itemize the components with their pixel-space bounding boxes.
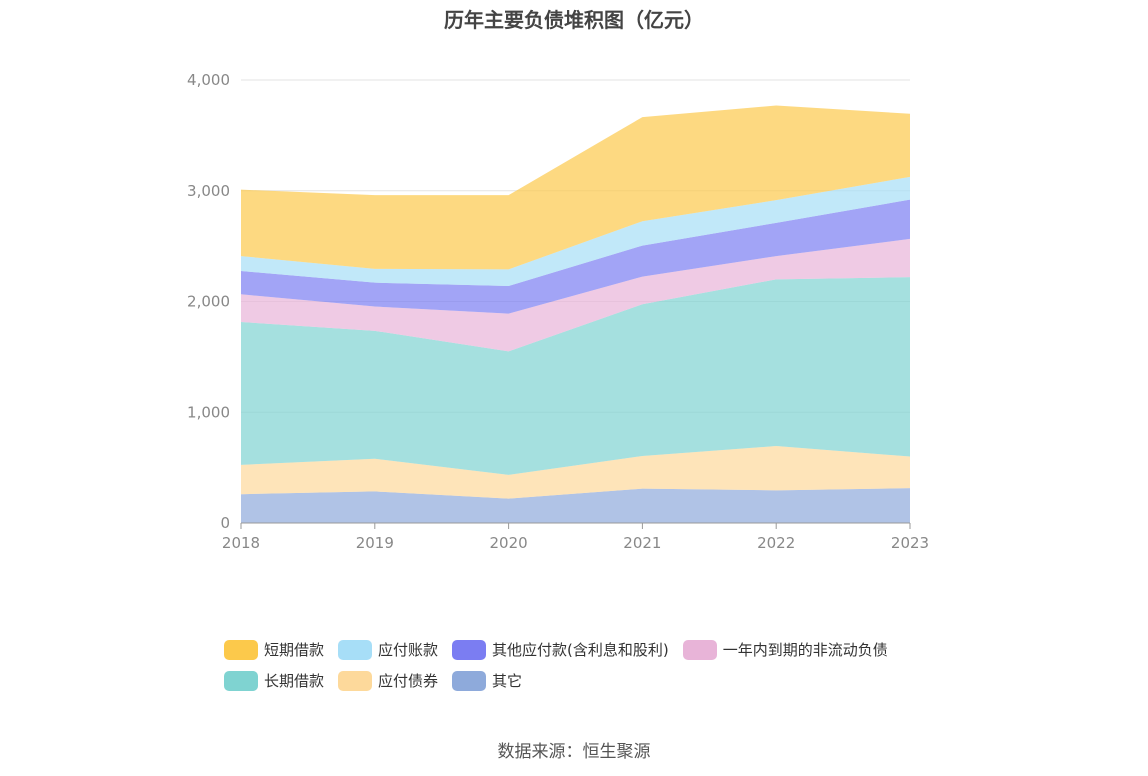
data-source: 数据来源：恒生聚源 (497, 742, 651, 762)
area-series-应付账款 (241, 176, 910, 286)
x-tick-label: 2021 (623, 534, 661, 552)
legend-label: 应付债券 (378, 672, 439, 690)
legend-label: 短期借款 (264, 641, 325, 659)
area-series (241, 105, 910, 523)
legend-label: 应付账款 (378, 641, 439, 659)
legend: 短期借款 应付账款 其他应付款(含利息和股利) 一年内到期的非流动负债长期借款 应付债券… (224, 639, 944, 701)
legend-label: 一年内到期的非流动负债 (722, 641, 888, 659)
legend-swatch (682, 639, 717, 660)
area-series-应付债券 (241, 446, 910, 499)
legend-item[interactable]: 应付债券 (338, 670, 438, 691)
stacked-area-chart: 0 1,000 2,000 3,000 4,000 2018 2019 2020 2021 202… (187, 71, 929, 552)
x-tick-label: 2023 (891, 534, 929, 552)
axes: 0 1,000 2,000 3,000 4,000 2018 2019 2020 2021 202… (187, 71, 929, 552)
legend-swatch (338, 670, 373, 691)
legend-item[interactable]: 其它 (452, 670, 522, 691)
legend-label: 其他应付款(含利息和股利) (492, 641, 669, 659)
legend-item[interactable]: 其他应付款(含利息和股利) (452, 639, 669, 660)
x-tick-label: 2022 (757, 534, 795, 552)
y-tick-label: 1,000 (187, 403, 230, 421)
legend-swatch (452, 670, 487, 691)
area-series-其他应付款(含利息和股利) (241, 199, 910, 314)
legend-swatch (224, 639, 258, 660)
legend-swatch (224, 670, 258, 691)
legend-swatch (338, 639, 373, 660)
x-tick-label: 2020 (490, 534, 528, 552)
y-tick-label: 2,000 (187, 293, 230, 311)
area-series-短期借款 (241, 105, 910, 270)
legend-label: 长期借款 (264, 672, 325, 690)
area-series-一年内到期的非流动负债 (241, 238, 910, 352)
x-tick-label: 2018 (222, 534, 260, 552)
y-tick-label: 0 (220, 514, 230, 532)
legend-item[interactable]: 一年内到期的非流动负债 (682, 639, 888, 660)
y-tick-label: 3,000 (187, 182, 230, 200)
legend-swatch (452, 639, 487, 660)
chart-title: 历年主要负债堆积图（亿元） (444, 8, 704, 32)
legend-item[interactable]: 长期借款 (224, 670, 324, 691)
area-series-长期借款 (241, 277, 910, 475)
legend-label: 其它 (492, 672, 523, 690)
legend-item[interactable]: 短期借款 (224, 639, 324, 660)
legend-item[interactable]: 应付账款 (338, 639, 438, 660)
area-series-其它 (241, 488, 910, 523)
x-tick-label: 2019 (356, 534, 394, 552)
y-tick-label: 4,000 (187, 71, 230, 89)
